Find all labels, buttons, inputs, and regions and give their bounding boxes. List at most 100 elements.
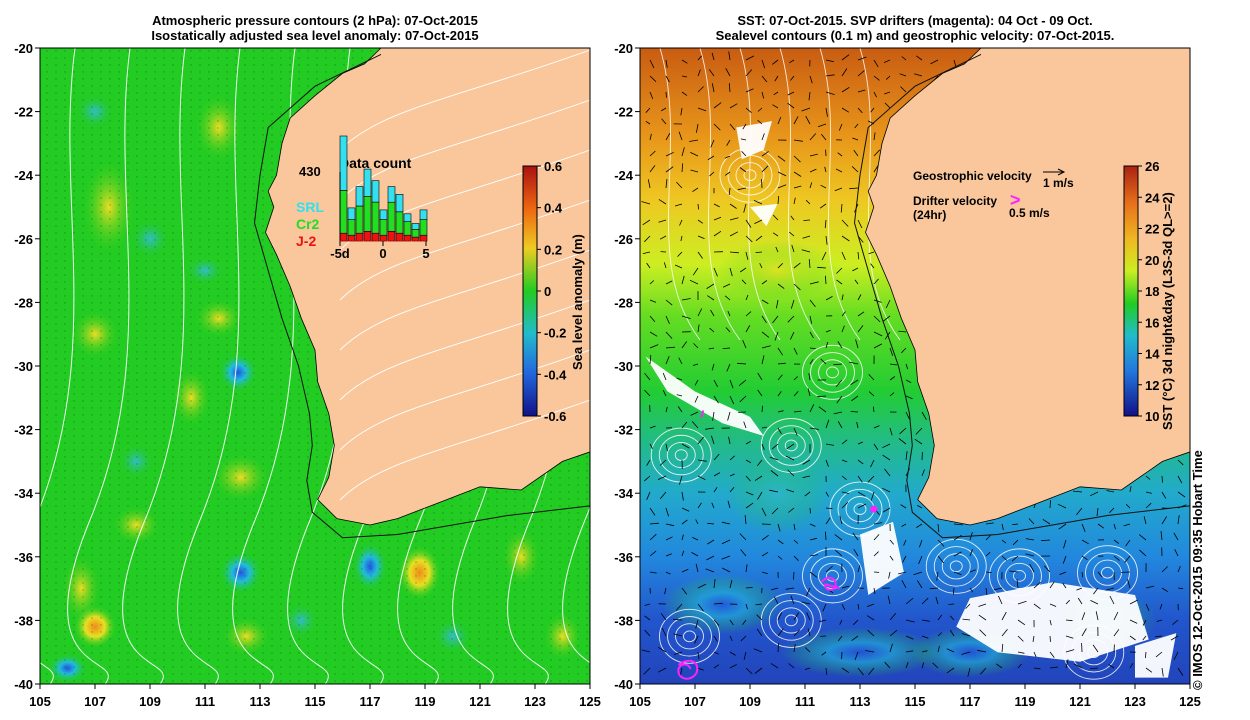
data-count-bar <box>355 205 364 234</box>
data-count-bar <box>379 209 388 220</box>
data-count-bar <box>363 196 372 232</box>
colorbar-tick-label: 0 <box>544 284 551 299</box>
lat-tick-label: -28 <box>14 295 33 310</box>
drifter-velocity-period: (24hr) <box>913 208 946 222</box>
colorbar-tick-label: 0.6 <box>544 159 562 174</box>
sst-map <box>640 48 1190 684</box>
lat-tick-label: -20 <box>614 41 633 56</box>
colorbar-tick-label: 26 <box>1145 159 1159 174</box>
colorbar-tick-label: 20 <box>1145 253 1159 268</box>
data-count-bar <box>355 232 364 242</box>
right-axis-ticks: -20 -22 -24 -26 -28 -30 -32 -34 -36 -38 -40 105 107 1… <box>614 41 1201 709</box>
lat-tick-label: -26 <box>14 232 33 247</box>
data-count-bar <box>379 234 388 242</box>
data-count-bar <box>395 232 404 242</box>
lon-tick-label: 107 <box>84 694 106 709</box>
lon-tick-label: 113 <box>250 694 271 709</box>
data-count-bar <box>339 190 348 234</box>
colorbar-tick-label: 10 <box>1145 409 1159 424</box>
lon-tick-label: 109 <box>739 694 761 709</box>
lat-tick-label: -36 <box>14 550 33 565</box>
colorbar-tick-label: -0.2 <box>544 326 566 341</box>
lat-tick-label: -36 <box>614 550 633 565</box>
lon-tick-label: 119 <box>1015 694 1036 709</box>
lat-tick-label: -22 <box>614 105 633 120</box>
lon-tick-label: 105 <box>29 694 51 709</box>
colorbar-tick-label: 24 <box>1145 190 1160 205</box>
lon-tick-label: 109 <box>139 694 161 709</box>
data-count-bar <box>403 234 412 242</box>
data-count-legend-cr2: Cr2 <box>296 216 320 232</box>
sst-colorbar: 26 24 22 20 18 16 14 12 10 SST (°C) 3d night&day… <box>1123 159 1175 430</box>
data-count-tick: -5d <box>330 246 350 261</box>
lat-tick-label: -22 <box>14 105 33 120</box>
lon-tick-label: 111 <box>795 694 815 709</box>
sla-colorbar: 0.6 0.4 0.2 0 -0.2 -0.4 -0.6 Sea level anomaly… <box>522 159 585 424</box>
geostrophic-scale: 1 m/s <box>1043 176 1074 190</box>
data-count-legend-srl: SRL <box>296 199 324 215</box>
lat-tick-label: -32 <box>614 423 633 438</box>
sst-colorbar-label: SST (°C) 3d night&day (L3S-3d QL>=2) <box>1160 192 1175 430</box>
lat-tick-label: -40 <box>614 677 633 692</box>
australia-land-sst <box>865 48 1190 526</box>
lon-tick-label: 115 <box>905 694 926 709</box>
data-count-bar <box>363 168 372 197</box>
lon-tick-label: 123 <box>524 694 546 709</box>
lat-tick-label: -32 <box>14 423 33 438</box>
lat-tick-label: -26 <box>614 232 633 247</box>
data-count-tick: 5 <box>422 246 429 261</box>
left-title-line2: Isostatically adjusted sea level anomaly… <box>151 28 479 43</box>
lon-tick-label: 113 <box>850 694 871 709</box>
colorbar-tick-label: 12 <box>1145 378 1159 393</box>
svp-drifter-tracks <box>677 410 878 680</box>
data-count-bar <box>387 201 396 232</box>
left-axis-ticks: -20 -22 -24 -26 -28 -30 -32 -34 -36 -38 -40 105 107 1… <box>14 41 601 709</box>
right-title: SST: 07-Oct-2015. SVP drifters (magenta)… <box>640 13 1190 43</box>
colorbar-tick-label: 22 <box>1145 222 1159 237</box>
data-count-bar <box>411 223 420 230</box>
data-count-bar <box>387 186 396 203</box>
data-count-bar <box>411 229 420 238</box>
data-count-bar <box>347 219 356 236</box>
data-count-bar <box>419 234 428 242</box>
lon-tick-label: 117 <box>360 694 381 709</box>
data-count-bar <box>339 135 348 191</box>
right-title-line2: Sealevel contours (0.1 m) and geostrophi… <box>715 28 1115 43</box>
data-count-bar <box>379 219 388 236</box>
lat-tick-label: -34 <box>14 486 34 501</box>
drifter-scale: 0.5 m/s <box>1009 206 1050 220</box>
colorbar-tick-label: 0.2 <box>544 242 562 257</box>
lat-tick-label: -38 <box>614 613 633 628</box>
data-count-bar <box>339 232 348 242</box>
data-count-bar <box>347 207 356 220</box>
velocity-legend: Geostrophic velocity 1 m/s Drifter veloc… <box>913 168 1074 222</box>
lon-tick-label: 123 <box>1124 694 1146 709</box>
lon-tick-label: 121 <box>469 694 491 709</box>
colorbar-tick-label: 16 <box>1145 315 1159 330</box>
colorbar-tick-label: 18 <box>1145 284 1159 299</box>
lat-tick-label: -24 <box>614 168 634 183</box>
left-title-line1: Atmospheric pressure contours (2 hPa): 0… <box>152 13 478 28</box>
lat-tick-label: -24 <box>14 168 34 183</box>
lon-tick-label: 125 <box>1179 694 1201 709</box>
geostrophic-velocity-label: Geostrophic velocity <box>913 169 1032 183</box>
data-count-bar <box>363 231 372 242</box>
lat-tick-label: -40 <box>14 677 33 692</box>
lon-tick-label: 125 <box>579 694 601 709</box>
right-title-line1: SST: 07-Oct-2015. SVP drifters (magenta)… <box>737 13 1093 28</box>
lat-tick-label: -38 <box>14 613 33 628</box>
lat-tick-label: -34 <box>614 486 634 501</box>
lat-tick-label: -28 <box>614 295 633 310</box>
sla-colorbar-label: Sea level anomaly (m) <box>570 234 585 370</box>
data-count-bar <box>347 234 356 242</box>
colorbar-tick-label: -0.6 <box>544 409 566 424</box>
drifter-arrow-icon: > <box>1010 190 1021 210</box>
colorbar-tick-label: 14 <box>1145 347 1160 362</box>
lon-tick-label: 115 <box>305 694 326 709</box>
data-count-bar <box>395 194 404 213</box>
lon-tick-label: 105 <box>629 694 651 709</box>
data-count-bar <box>387 231 396 242</box>
data-count-bar <box>403 221 412 236</box>
lat-tick-label: -20 <box>14 41 33 56</box>
